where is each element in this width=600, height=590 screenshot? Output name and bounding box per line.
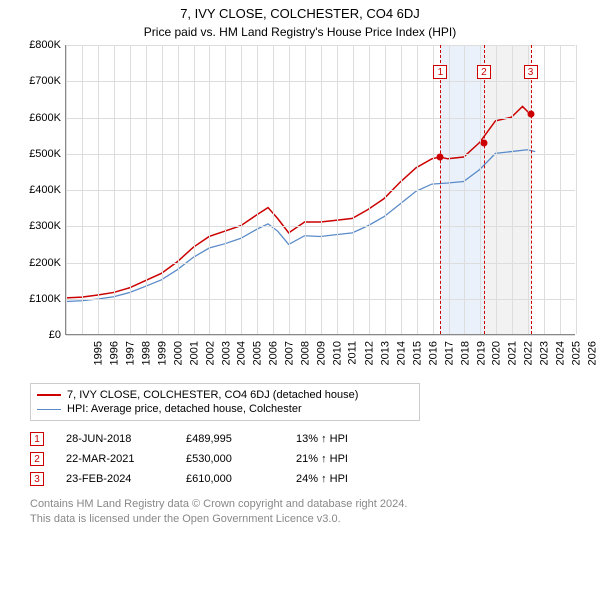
sale-delta: 24% ↑ HPI (296, 473, 416, 485)
sales-table: 1 28-JUN-2018£489,99513% ↑ HPI 2 22-MAR-202… (30, 429, 600, 489)
legend: 7, IVY CLOSE, COLCHESTER, CO4 6DJ (detac… (30, 383, 420, 421)
sale-delta: 13% ↑ HPI (296, 433, 416, 445)
sale-row: 2 22-MAR-2021£530,00021% ↑ HPI (30, 449, 600, 469)
legend-item: 7, IVY CLOSE, COLCHESTER, CO4 6DJ (detac… (37, 388, 413, 402)
sale-marker-box: 2 (477, 65, 491, 79)
plot-area: 1 2 3 (65, 45, 575, 335)
x-tick-label: 2026 (587, 341, 600, 365)
sale-date: 22-MAR-2021 (66, 453, 186, 465)
footer-line2: This data is licensed under the Open Gov… (30, 512, 570, 527)
y-tick-label: £400K (15, 184, 61, 196)
sale-price: £489,995 (186, 433, 296, 445)
sale-idx: 3 (30, 472, 44, 486)
sale-date: 23-FEB-2024 (66, 473, 186, 485)
y-tick-label: £500K (15, 148, 61, 160)
y-tick-label: £200K (15, 257, 61, 269)
chart: 1 2 3 £0 £100K £200K £300K £400K £500K £600K £700… (15, 45, 585, 375)
sale-row: 3 23-FEB-2024£610,00024% ↑ HPI (30, 469, 600, 489)
legend-swatch (37, 409, 61, 410)
y-tick-label: £300K (15, 220, 61, 232)
sale-dot (437, 154, 444, 161)
chart-title: 7, IVY CLOSE, COLCHESTER, CO4 6DJ (0, 0, 600, 21)
chart-subtitle: Price paid vs. HM Land Registry's House … (0, 21, 600, 45)
legend-item: HPI: Average price, detached house, Colc… (37, 402, 413, 416)
sale-marker-box: 1 (433, 65, 447, 79)
footer: Contains HM Land Registry data © Crown c… (30, 497, 570, 527)
y-tick-label: £100K (15, 293, 61, 305)
sale-idx: 1 (30, 432, 44, 446)
legend-swatch (37, 394, 61, 396)
sale-price: £610,000 (186, 473, 296, 485)
sale-dot (527, 110, 534, 117)
sale-delta: 21% ↑ HPI (296, 453, 416, 465)
sale-vline (440, 45, 441, 334)
footer-line1: Contains HM Land Registry data © Crown c… (30, 497, 570, 512)
series-line (66, 106, 530, 297)
sale-date: 28-JUN-2018 (66, 433, 186, 445)
sale-price: £530,000 (186, 453, 296, 465)
sale-row: 1 28-JUN-2018£489,99513% ↑ HPI (30, 429, 600, 449)
sale-vline (484, 45, 485, 334)
sale-marker-box: 3 (524, 65, 538, 79)
y-tick-label: £700K (15, 75, 61, 87)
y-tick-label: £0 (15, 329, 61, 341)
chart-container: 7, IVY CLOSE, COLCHESTER, CO4 6DJ Price … (0, 0, 600, 590)
sale-vline (531, 45, 532, 334)
legend-label: 7, IVY CLOSE, COLCHESTER, CO4 6DJ (detac… (67, 389, 358, 401)
legend-label: HPI: Average price, detached house, Colc… (67, 403, 302, 415)
sale-dot (480, 139, 487, 146)
y-tick-label: £800K (15, 39, 61, 51)
y-tick-label: £600K (15, 112, 61, 124)
sale-idx: 2 (30, 452, 44, 466)
